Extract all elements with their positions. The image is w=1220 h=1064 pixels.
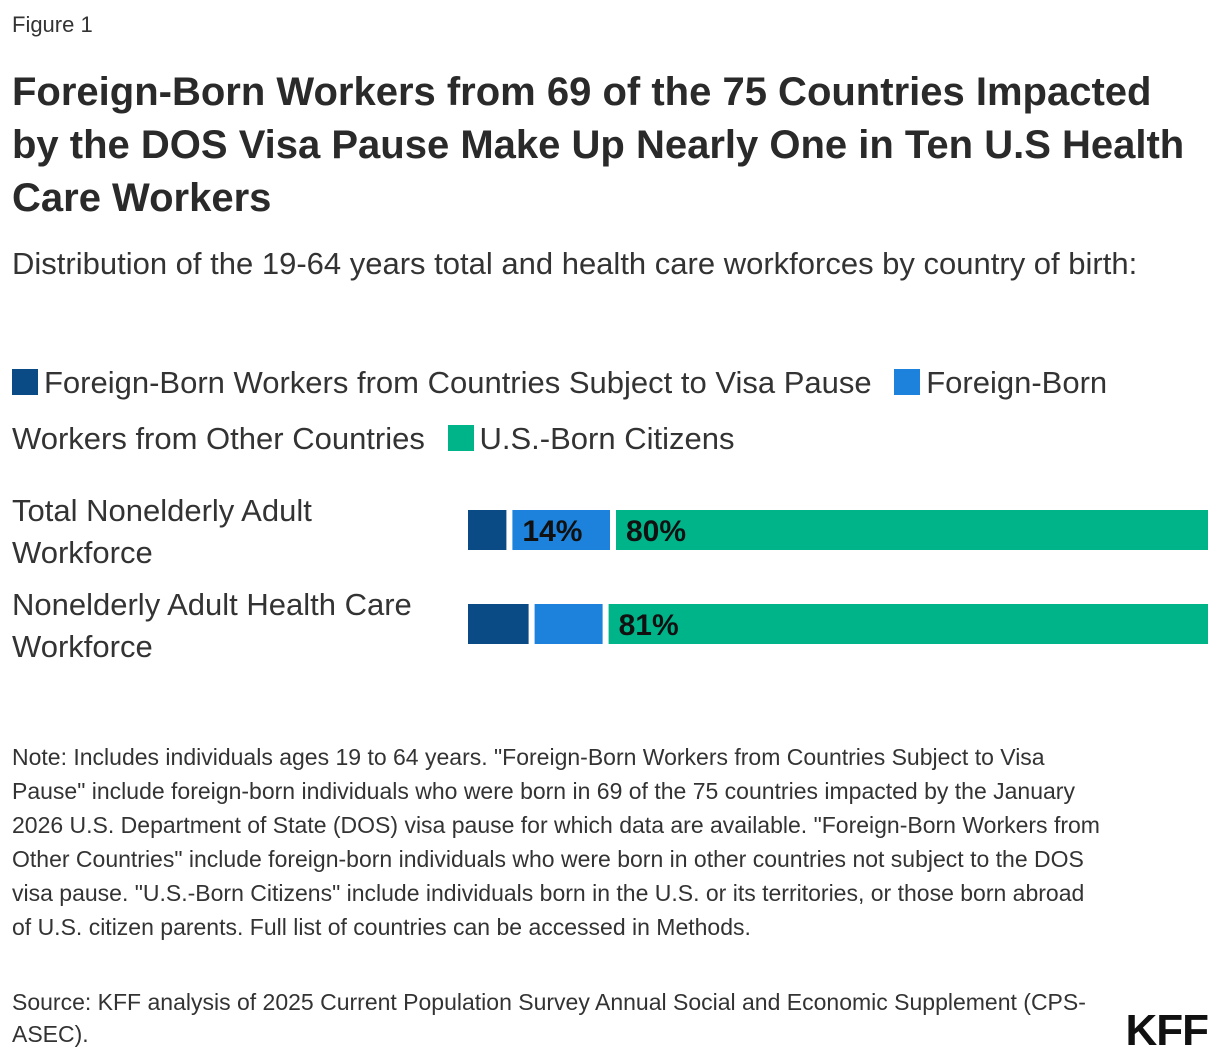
- category-label-total-workforce: Total Nonelderly Adult Workforce: [12, 493, 312, 570]
- chart-source: Source: KFF analysis of 2025 Current Pop…: [12, 989, 1086, 1047]
- legend: Foreign-Born Workers from Countries Subj…: [12, 355, 1212, 467]
- data-label-us-born-row-1: 80%: [626, 515, 686, 548]
- stacked-bar-chart: Total Nonelderly Adult Workforce Nonelde…: [0, 480, 1220, 680]
- bar-other-countries-row-2[interactable]: [534, 604, 603, 644]
- legend-swatch-us-born: [447, 425, 474, 451]
- data-label-other-countries-row-1: 14%: [522, 515, 582, 548]
- legend-label-other-countries: Foreign-Born Workers from Other Countrie…: [12, 365, 1108, 456]
- bar-us-born-row-1[interactable]: [616, 510, 1208, 550]
- bar-visa-pause-row-1[interactable]: [468, 510, 507, 550]
- bar-visa-pause-row-2[interactable]: [468, 604, 529, 644]
- legend-item-other-countries[interactable]: Foreign-Born Workers from Other Countrie…: [12, 365, 1107, 456]
- bars-plot-area: 14% 80% 81%: [468, 510, 1208, 644]
- legend-item-visa-pause[interactable]: Foreign-Born Workers from Countries Subj…: [12, 365, 872, 400]
- kff-logo: KFF: [1125, 1006, 1209, 1055]
- chart-title: Foreign-Born Workers from 69 of the 75 C…: [12, 70, 1185, 220]
- bar-us-born-row-2[interactable]: [608, 604, 1208, 644]
- legend-label-us-born: U.S.-Born Citizens: [479, 421, 735, 456]
- bar-other-countries-row-1[interactable]: [512, 510, 610, 550]
- figure-label: Figure 1: [12, 12, 93, 37]
- chart-subtitle: Distribution of the 19-64 years total an…: [12, 246, 1138, 281]
- legend-item-us-born[interactable]: U.S.-Born Citizens: [447, 421, 735, 456]
- legend-swatch-visa-pause: [12, 369, 38, 395]
- legend-swatch-other-countries: [894, 369, 921, 395]
- chart-note: Note: Includes individuals ages 19 to 64…: [12, 744, 1100, 940]
- data-label-us-born-row-2: 81%: [619, 609, 679, 642]
- legend-label-visa-pause: Foreign-Born Workers from Countries Subj…: [44, 365, 872, 400]
- category-label-health-care-workforce: Nonelderly Adult Health Care Workforce: [12, 587, 412, 664]
